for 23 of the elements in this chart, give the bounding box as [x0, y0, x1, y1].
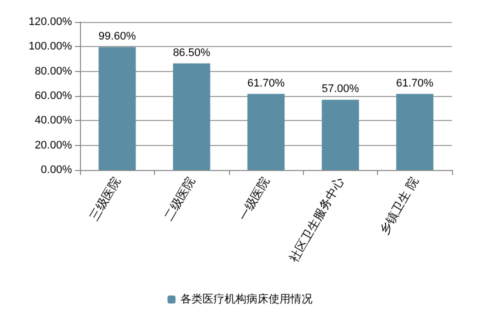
x-tick-label: 乡镇卫生 院	[376, 174, 421, 237]
data-label: 61.70%	[396, 77, 434, 90]
data-label: 86.50%	[172, 46, 210, 59]
y-tick-label: 0.00%	[40, 164, 72, 176]
data-label: 57.00%	[322, 83, 360, 96]
bar	[247, 94, 285, 170]
bar	[396, 94, 434, 170]
y-tick-label: 40.00%	[34, 114, 72, 127]
x-tick-label: 三级医院	[87, 174, 124, 224]
y-tick-label: 80.00%	[34, 65, 72, 78]
data-label: 61.70%	[247, 77, 285, 90]
y-tick-label: 120.00%	[28, 16, 72, 28]
bar	[173, 63, 210, 170]
y-tick-label: 20.00%	[34, 139, 72, 152]
x-tick-label: 一级医院	[236, 174, 272, 224]
bar	[98, 47, 136, 170]
data-label: 99.60%	[98, 30, 136, 43]
x-tick-label: 二级医院	[162, 174, 198, 224]
y-tick-label: 60.00%	[34, 90, 72, 102]
x-tick-label: 社区卫生服务中心	[286, 174, 346, 265]
bar	[322, 100, 359, 170]
y-tick-label: 100.00%	[28, 40, 72, 53]
legend-label: 各类医疗机构病床使用情况	[180, 292, 312, 306]
